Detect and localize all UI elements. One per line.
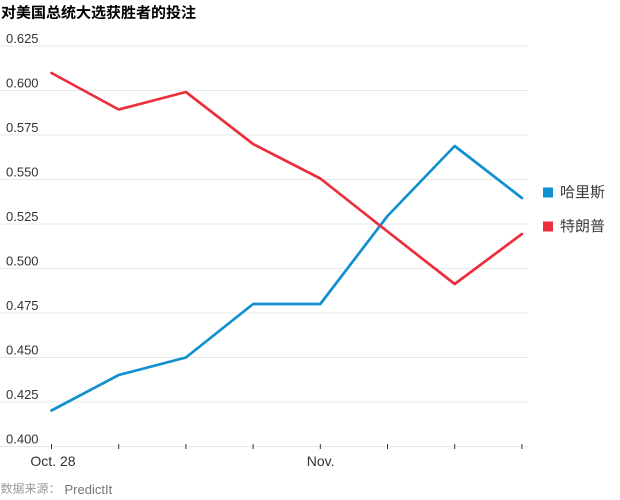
svg-text:0.625: 0.625 — [6, 31, 39, 46]
svg-text:0.600: 0.600 — [6, 76, 39, 91]
svg-text:Nov.: Nov. — [307, 453, 335, 469]
svg-text:0.425: 0.425 — [6, 387, 39, 402]
svg-text:Oct. 28: Oct. 28 — [30, 453, 75, 469]
svg-text:0.500: 0.500 — [6, 254, 39, 269]
svg-text:0.550: 0.550 — [6, 165, 39, 180]
svg-text:0.575: 0.575 — [6, 120, 39, 135]
svg-text:PredictIt: PredictIt — [65, 482, 113, 497]
svg-text:0.475: 0.475 — [6, 298, 39, 313]
svg-text:0.400: 0.400 — [6, 432, 39, 447]
svg-text:0.525: 0.525 — [6, 209, 39, 224]
svg-text:0.450: 0.450 — [6, 343, 39, 358]
